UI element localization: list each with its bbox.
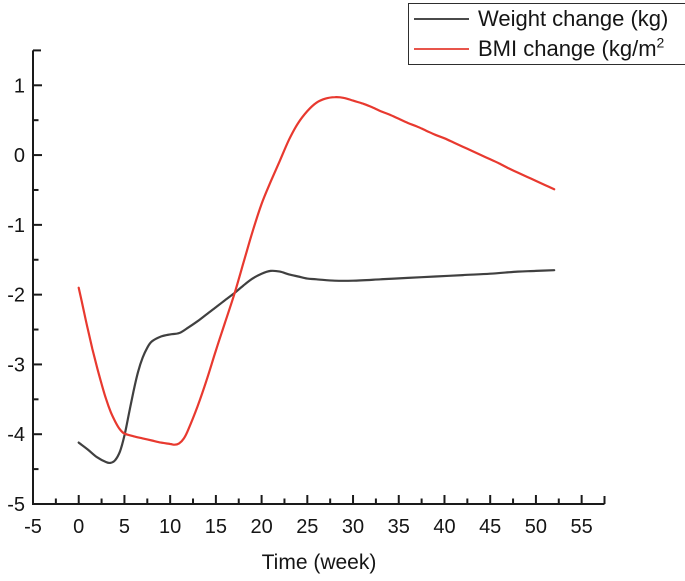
y-tick-label: -1 [7,215,25,237]
legend-item-weight: Weight change (kg) [409,4,685,34]
x-tick-label: 55 [571,516,593,538]
x-tick-label: 30 [342,516,364,538]
x-tick-label: 0 [73,516,84,538]
x-tick-label: 5 [119,516,130,538]
x-tick-label: 35 [388,516,410,538]
y-tick-label: -5 [7,494,25,516]
x-tick-label: -5 [24,516,42,538]
x-tick-label: 45 [479,516,501,538]
y-tick-label: 0 [14,145,25,167]
bmi-change-curve [77,96,556,446]
legend-label-bmi: BMI change (kg/m2 [478,34,665,61]
x-tick-label: 40 [433,516,455,538]
weight-change-curve [77,269,556,465]
legend-label-bmi-superscript: 2 [656,34,665,51]
x-tick-label: 15 [205,516,227,538]
x-tick-label: 20 [250,516,272,538]
y-tick-label: -4 [7,424,25,446]
legend-line-bmi-icon [414,48,469,50]
x-tick-label: 10 [159,516,181,538]
legend-label-weight: Weight change (kg) [478,6,669,31]
x-tick-label: 50 [525,516,547,538]
x-axis-title: Time (week) [261,551,377,574]
legend-line-weight-icon [414,18,469,20]
y-tick-label: -3 [7,354,25,376]
x-tick-label: 25 [296,516,318,538]
legend: Weight change (kg) BMI change (kg/m2 [408,3,685,65]
y-tick-label: -2 [7,285,25,307]
legend-item-bmi: BMI change (kg/m2 [409,34,685,64]
y-tick-label: 1 [14,75,25,97]
